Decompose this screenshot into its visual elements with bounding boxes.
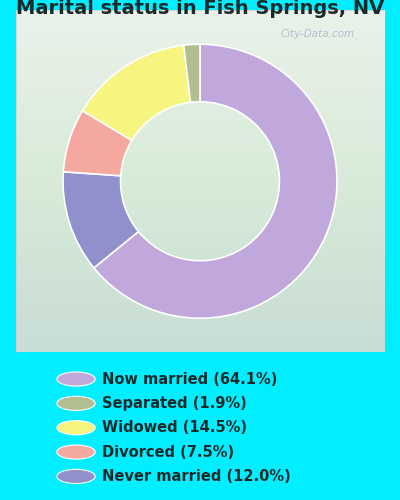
Text: Widowed (14.5%): Widowed (14.5%) [102,420,247,435]
Wedge shape [94,44,337,318]
Circle shape [57,372,95,386]
Circle shape [57,396,95,410]
Wedge shape [82,45,190,140]
Text: Never married (12.0%): Never married (12.0%) [102,469,291,484]
Circle shape [57,420,95,435]
Circle shape [57,470,95,484]
Text: Marital status in Fish Springs, NV: Marital status in Fish Springs, NV [16,0,384,18]
Circle shape [57,445,95,459]
Wedge shape [63,172,138,268]
Text: Separated (1.9%): Separated (1.9%) [102,396,247,411]
Text: Divorced (7.5%): Divorced (7.5%) [102,444,234,460]
Wedge shape [63,111,132,176]
Text: Now married (64.1%): Now married (64.1%) [102,372,277,386]
Wedge shape [184,44,200,102]
Text: City-Data.com: City-Data.com [281,29,355,39]
